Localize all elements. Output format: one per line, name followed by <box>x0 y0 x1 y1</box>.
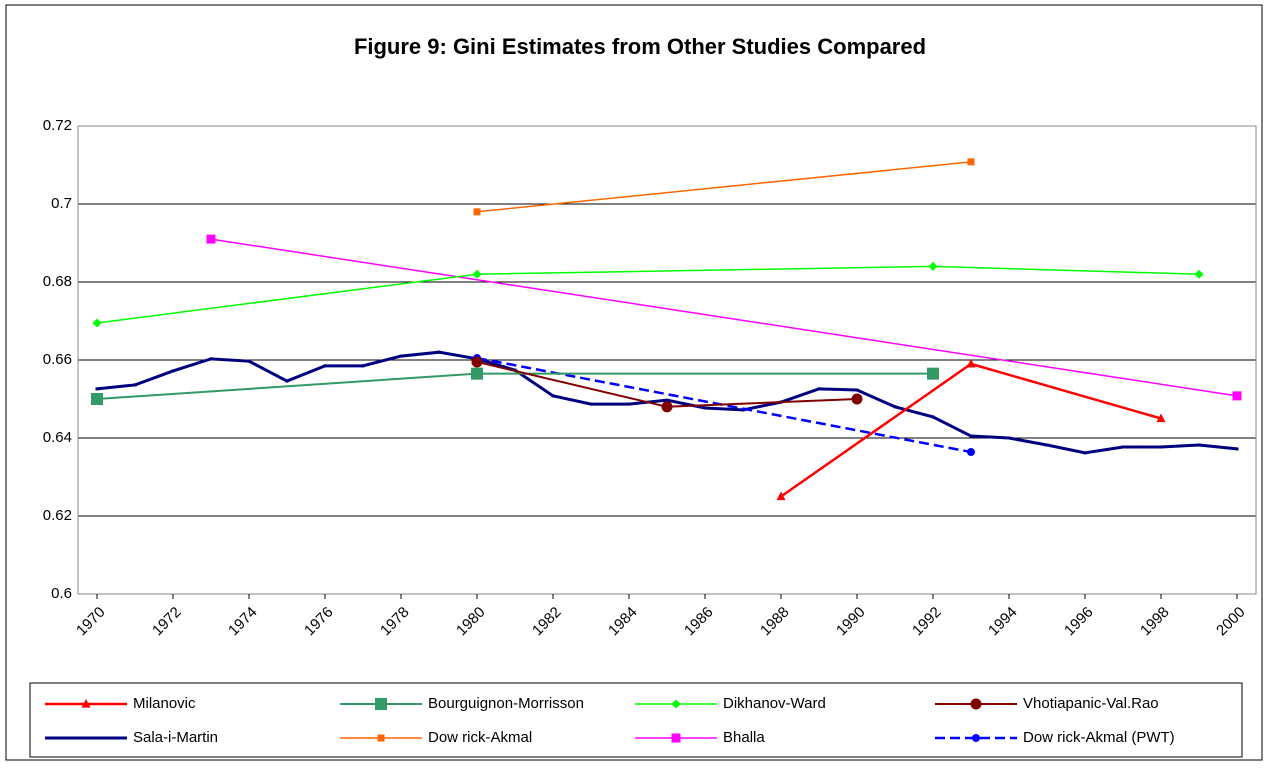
data-point <box>551 394 555 398</box>
data-point <box>661 401 673 413</box>
data-point <box>931 415 935 419</box>
legend-marker <box>375 698 387 710</box>
data-point <box>927 367 939 380</box>
legend-marker <box>972 734 980 742</box>
plot-area <box>77 125 1257 595</box>
data-point <box>928 261 938 271</box>
data-point <box>91 393 103 405</box>
data-point <box>285 379 289 383</box>
y-tick-label: 0.64 <box>43 429 72 446</box>
legend-marker <box>84 736 88 740</box>
data-point <box>1083 451 1087 455</box>
data-point <box>776 491 786 501</box>
data-point <box>437 350 441 354</box>
data-point <box>893 405 897 409</box>
legend-label: Bourguignon-Morrisson <box>428 695 584 712</box>
data-point <box>855 388 859 392</box>
data-point <box>95 387 99 391</box>
chart-frame <box>5 4 1263 761</box>
data-point <box>473 208 481 216</box>
data-point <box>817 387 821 391</box>
legend-marker <box>970 698 982 710</box>
data-point <box>969 434 973 438</box>
chart-title: Figure 9: Gini Estimates from Other Stud… <box>354 34 926 59</box>
series-line <box>96 265 1200 324</box>
data-point <box>1156 413 1166 423</box>
data-point <box>703 406 707 410</box>
legend-marker <box>81 699 91 708</box>
legend-label: Milanovic <box>133 695 196 712</box>
legend-marker <box>671 699 681 709</box>
legend-label: Dikhanov-Ward <box>723 695 826 712</box>
data-point <box>209 357 213 361</box>
data-point <box>1045 443 1049 447</box>
legend-marker <box>377 734 385 742</box>
data-point <box>1194 269 1204 279</box>
y-tick-label: 0.62 <box>43 507 72 524</box>
legend-label: Dow rick-Akmal (PWT) <box>1023 729 1175 746</box>
y-tick-label: 0.7 <box>51 195 72 212</box>
data-point <box>471 367 483 380</box>
data-point <box>665 398 669 402</box>
legend-label: Sala-i-Martin <box>133 729 218 746</box>
data-point <box>1232 391 1242 401</box>
y-tick-label: 0.6 <box>51 585 72 602</box>
data-point <box>967 158 975 166</box>
data-point <box>627 402 631 406</box>
data-point <box>399 354 403 358</box>
y-tick-label: 0.66 <box>43 351 72 368</box>
data-point <box>1197 443 1201 447</box>
data-point <box>206 234 216 244</box>
data-point <box>967 448 975 457</box>
data-point <box>1235 447 1239 451</box>
data-point <box>171 369 175 373</box>
data-point <box>589 402 593 406</box>
series-line <box>210 238 1238 397</box>
data-point <box>471 356 483 368</box>
data-point <box>472 269 482 279</box>
data-point <box>92 318 102 328</box>
y-tick-label: 0.68 <box>43 273 72 290</box>
data-point <box>361 364 365 368</box>
legend-label: Vhotiapanic-Val.Rao <box>1023 695 1159 712</box>
data-point <box>1121 445 1125 449</box>
data-point <box>851 393 863 405</box>
legend-label: Dow rick-Akmal <box>428 729 532 746</box>
data-point <box>323 364 327 368</box>
legend-box <box>29 682 1243 758</box>
data-point <box>1007 436 1011 440</box>
data-point <box>133 383 137 387</box>
data-point <box>966 358 976 368</box>
y-tick-label: 0.72 <box>43 117 72 134</box>
data-point <box>247 359 251 363</box>
legend-label: Bhalla <box>723 729 765 746</box>
data-point <box>1159 445 1163 449</box>
series-line <box>476 161 972 213</box>
legend-marker <box>671 733 681 743</box>
